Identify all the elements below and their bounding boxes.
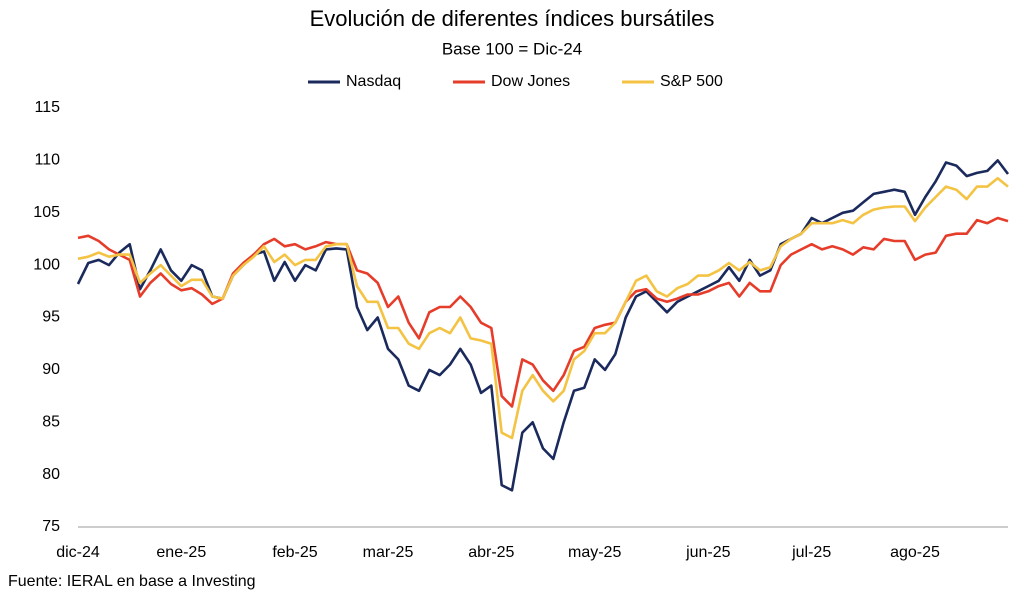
x-tick-label: mar-25 <box>363 544 414 561</box>
y-tick-label: 90 <box>42 361 60 378</box>
y-tick-label: 95 <box>42 309 60 326</box>
x-tick-label: ene-25 <box>156 544 206 561</box>
x-tick-label: dic-24 <box>56 544 100 561</box>
chart-subtitle: Base 100 = Dic-24 <box>442 39 582 58</box>
x-tick-label: may-25 <box>568 544 621 561</box>
y-tick-label: 85 <box>42 413 60 430</box>
y-tick-label: 80 <box>42 466 60 483</box>
y-tick-label: 75 <box>42 518 60 535</box>
x-tick-label: ago-25 <box>890 544 940 561</box>
x-tick-label: feb-25 <box>272 544 317 561</box>
y-tick-label: 115 <box>34 99 60 116</box>
chart-title: Evolución de diferentes índices bursátil… <box>310 6 715 31</box>
x-tick-label: jul-25 <box>791 544 831 561</box>
legend-label: Nasdaq <box>346 73 401 90</box>
x-tick-label: abr-25 <box>468 544 514 561</box>
line-series <box>76 159 1010 492</box>
y-tick-label: 110 <box>34 152 60 169</box>
source-note: Fuente: IERAL en base a Investing <box>8 573 256 590</box>
y-tick-label: 105 <box>33 204 60 221</box>
legend-label: Dow Jones <box>491 73 570 90</box>
line-series <box>77 216 1009 408</box>
legend-label: S&P 500 <box>660 73 723 90</box>
x-tick-label: jun-25 <box>685 544 731 561</box>
line-series <box>77 176 1009 440</box>
y-tick-label: 100 <box>33 256 60 273</box>
